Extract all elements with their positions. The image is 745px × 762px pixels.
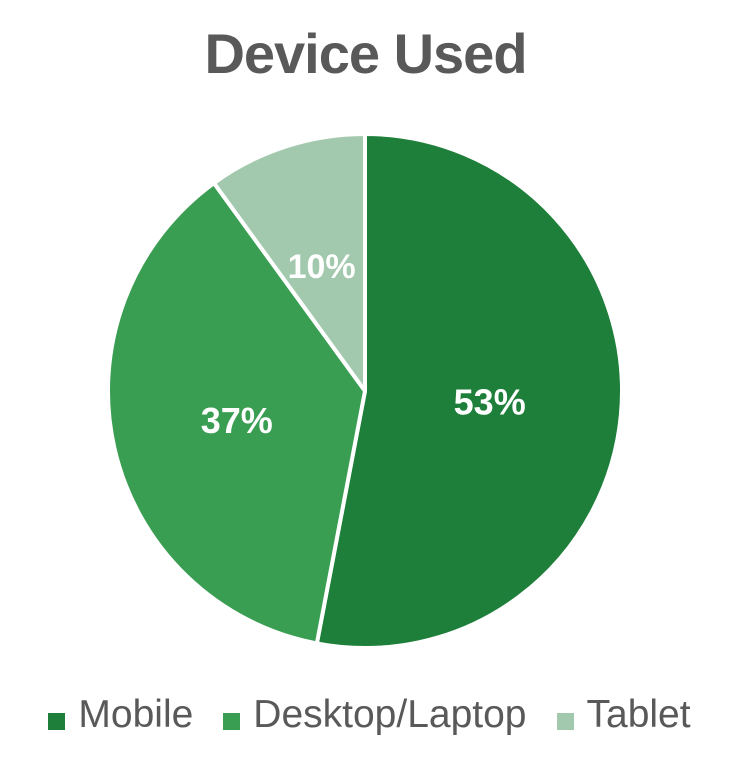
svg-text:37%: 37% bbox=[201, 400, 273, 441]
svg-text:10%: 10% bbox=[288, 248, 356, 286]
svg-text:53%: 53% bbox=[454, 382, 526, 423]
